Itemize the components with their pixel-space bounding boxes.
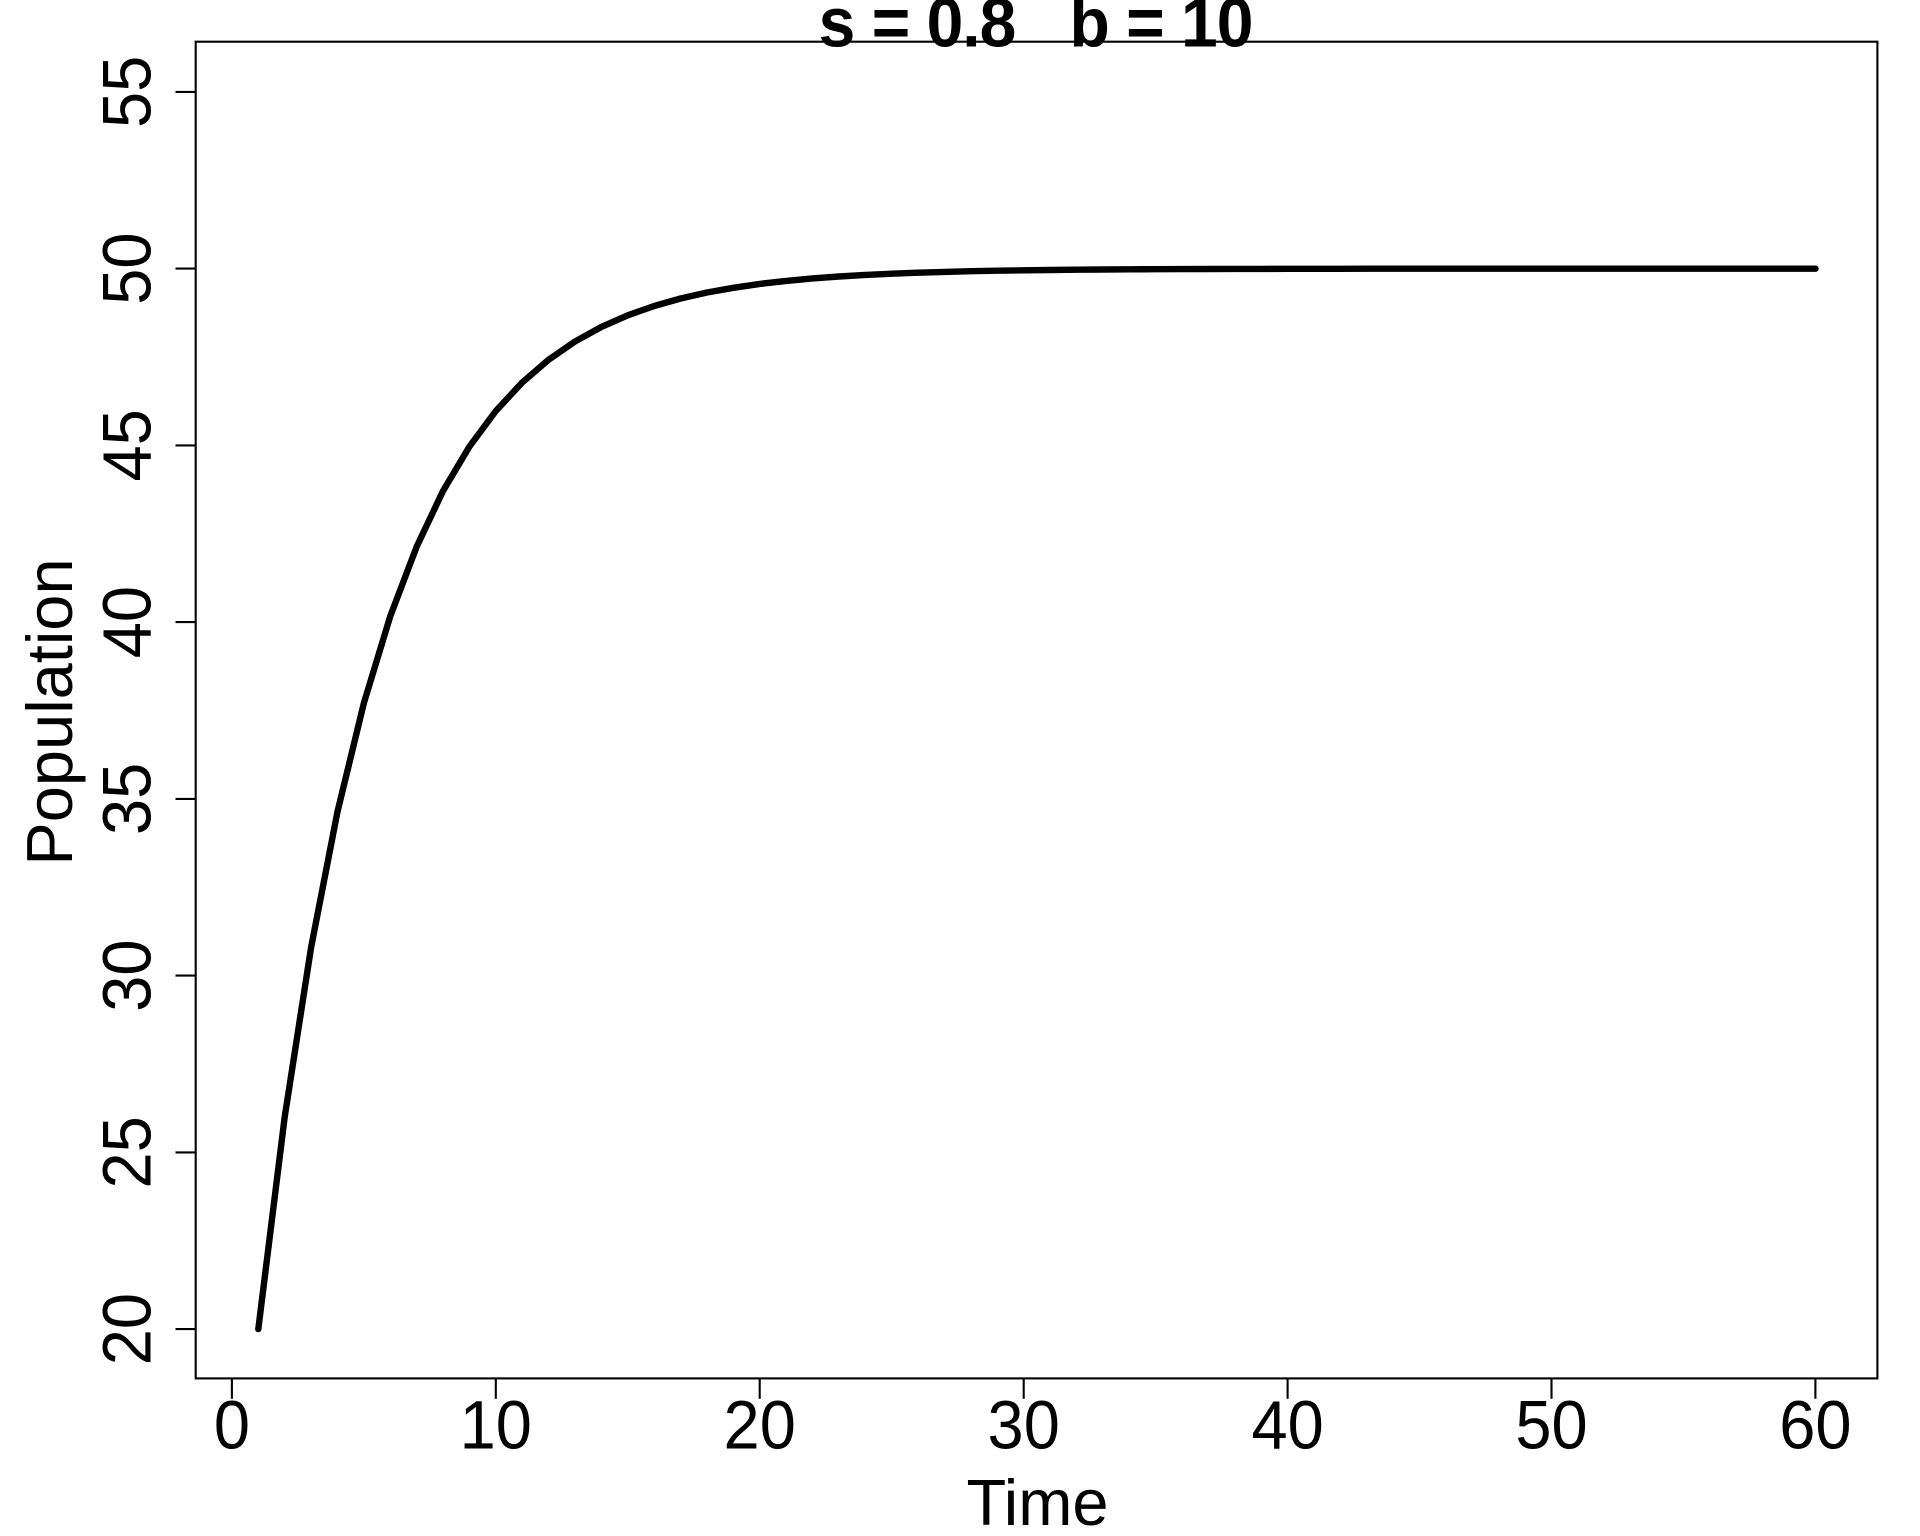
svg-text:25: 25 <box>90 1116 166 1188</box>
svg-text:Population: Population <box>13 558 86 865</box>
svg-text:30: 30 <box>90 939 166 1011</box>
svg-text:55: 55 <box>90 56 166 128</box>
svg-text:s = 0.8: s = 0.8 <box>819 0 1016 62</box>
svg-text:40: 40 <box>90 586 166 658</box>
svg-text:20: 20 <box>724 1388 796 1464</box>
svg-text:10: 10 <box>460 1388 532 1464</box>
svg-text:0: 0 <box>214 1388 250 1464</box>
svg-text:50: 50 <box>90 232 166 304</box>
svg-text:Time: Time <box>966 1466 1108 1536</box>
svg-text:35: 35 <box>90 763 166 835</box>
svg-text:45: 45 <box>90 409 166 481</box>
svg-text:60: 60 <box>1779 1388 1851 1464</box>
svg-text:20: 20 <box>90 1293 166 1365</box>
svg-text:b = 10: b = 10 <box>1070 0 1253 62</box>
svg-text:30: 30 <box>988 1388 1060 1464</box>
svg-text:40: 40 <box>1251 1388 1323 1464</box>
svg-text:50: 50 <box>1515 1388 1587 1464</box>
